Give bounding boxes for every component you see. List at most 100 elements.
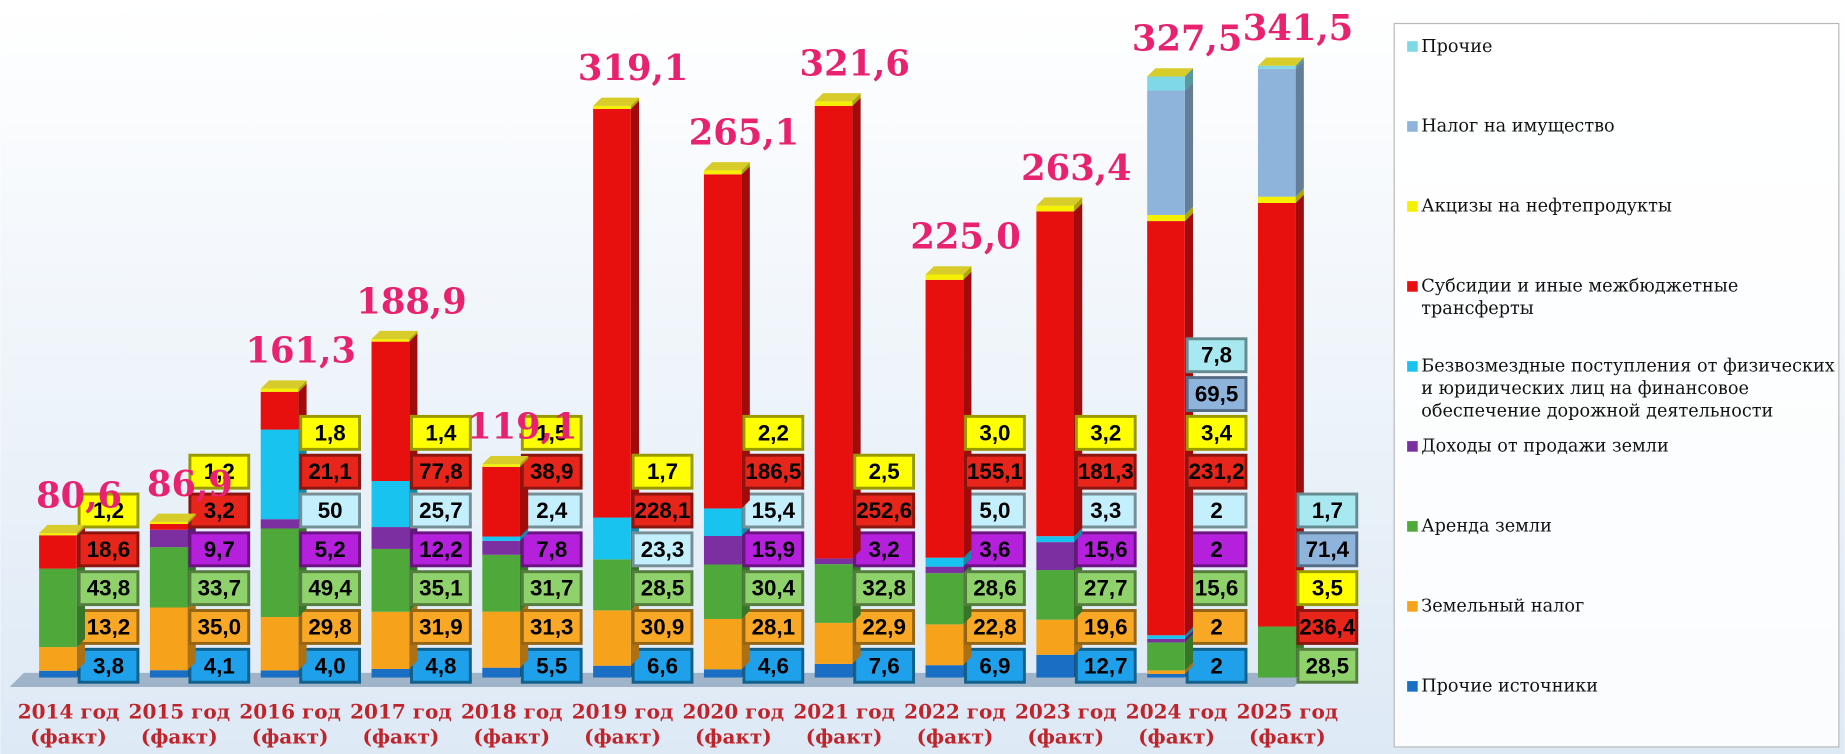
x-tick-label-box: 2017 год (факт) [342,701,460,754]
bar-segment [926,280,964,558]
legend-label-box: Акцизы на нефтепродукты [1421,195,1840,268]
legend-swatch [1407,281,1418,292]
value-label: 15,6 [1084,537,1127,562]
bar-segment [815,101,853,105]
bar-segment [1258,66,1296,69]
x-tick-label: 2017 год (факт) [342,701,460,750]
x-tick-label-box: 2018 год (факт) [453,701,571,754]
bar-segment [482,612,520,668]
bar-segment [815,564,853,623]
bar-segment [261,670,299,677]
value-label: 231,2 [1189,459,1245,484]
bar-segment [593,610,631,665]
bar-segment [926,558,964,567]
bar-segment [815,106,853,559]
bar-segment [1036,620,1074,655]
legend-label-box: Налог на имущество [1421,115,1840,188]
legend-label: Субсидии и иные межбюджетные трансферты [1421,275,1840,320]
value-label: 186,5 [745,459,801,484]
total-label: 319,1 [578,48,688,89]
x-tick-label-box: 2022 год (факт) [896,701,1014,754]
bar-segment [482,464,520,467]
bar-segment [926,665,964,677]
value-label: 1,7 [647,459,678,484]
value-label: 3,2 [869,537,900,562]
value-label: 7,8 [536,537,567,562]
bar-segment [1036,542,1074,570]
value-label: 15,9 [752,537,795,562]
value-label: 30,9 [641,614,684,639]
total-label: 86,9 [147,464,233,505]
value-label: 1,8 [315,420,346,445]
x-tick-label: 2020 год (факт) [675,701,793,750]
x-tick-label: 2023 год (факт) [1007,701,1125,750]
value-label: 181,3 [1078,459,1134,484]
value-label: 9,7 [204,537,235,562]
legend-swatch [1407,521,1418,532]
bar-segment [261,519,299,528]
legend-label-box: Аренда земли [1421,515,1840,588]
bar-segment [372,527,410,549]
x-tick-label-box: 2024 год (факт) [1118,701,1236,754]
legend-label: Прочие [1421,35,1840,57]
total-label: 327,5 [1132,19,1242,60]
bar-segment [1258,203,1296,627]
value-label: 5,0 [979,498,1010,523]
value-label: 43,8 [87,576,130,601]
bar-segment [815,664,853,678]
legend-label-box: Прочие источники [1421,675,1840,748]
x-tick-label: 2021 год (факт) [785,701,903,750]
bar-segment [593,106,631,109]
value-label: 2,5 [869,459,900,484]
value-label: 22,8 [973,614,1016,639]
value-label: 4,6 [758,653,789,678]
value-label: 6,6 [647,653,678,678]
bar-segment [372,549,410,612]
value-label: 49,4 [308,576,352,601]
bar-segment [39,533,77,535]
legend-swatch [1407,601,1418,612]
bar-segment [372,339,410,342]
bar-segment [261,528,299,616]
bar-segment [1147,76,1185,90]
value-label: 32,8 [862,576,905,601]
total-label: 321,6 [800,44,910,85]
bar-segment [39,671,77,678]
value-label: 38,9 [530,459,573,484]
bar-segment [704,669,742,677]
value-label: 3,2 [1090,420,1121,445]
value-label: 252,6 [856,498,912,523]
bar-segment [593,109,631,518]
total-label: 188,9 [356,281,466,322]
bar-segment [150,530,188,547]
bar-segment [150,670,188,677]
total-label: 161,3 [245,331,355,372]
value-label: 4,0 [315,653,346,678]
x-tick-label: 2016 год (факт) [231,701,349,750]
value-label: 2 [1210,653,1222,678]
bar-segment [593,518,631,560]
bar-segment [372,612,410,669]
bar-segment [1147,674,1185,678]
value-label: 31,7 [530,576,573,601]
value-label: 2,2 [758,420,789,445]
value-label: 28,1 [752,614,795,639]
bar-side [1185,82,1193,215]
bar-segment [815,623,853,664]
x-tick-label: 2014 год (факт) [10,701,128,750]
value-label: 2 [1210,614,1222,639]
x-tick-label: 2015 год (факт) [120,701,238,750]
x-tick-label-box: 2016 год (факт) [231,701,349,754]
bar-segment [482,541,520,555]
bar-segment [1258,197,1296,203]
value-label: 35,1 [419,576,462,601]
x-tick-label-box: 2021 год (факт) [785,701,903,754]
bar-segment [704,536,742,564]
bar-segment [372,669,410,678]
legend-label-box: Субсидии и иные межбюджетные трансферты [1421,275,1840,348]
value-label: 71,4 [1306,537,1350,562]
value-label: 3,6 [979,537,1010,562]
value-label: 28,6 [973,576,1016,601]
bar-segment [482,467,520,537]
value-label: 33,7 [198,576,241,601]
